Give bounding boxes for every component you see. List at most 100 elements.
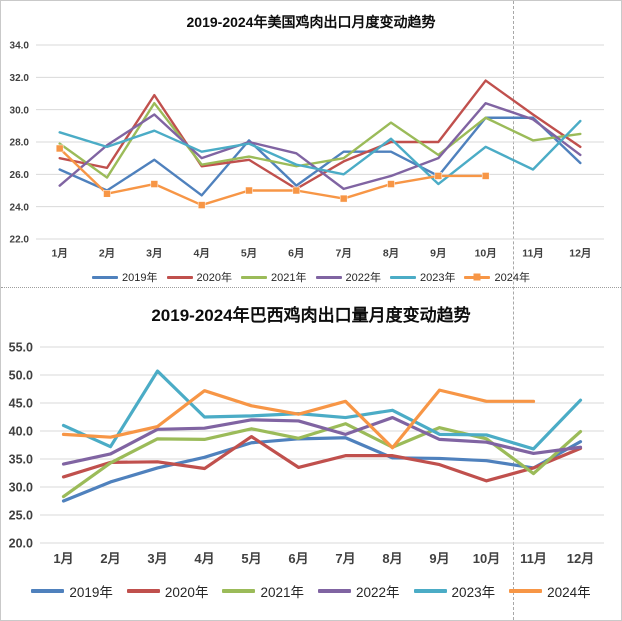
y-tick-label: 26.0 [10,170,30,181]
x-tick-label: 8月 [383,248,399,260]
legend-line-swatch [166,275,193,279]
legend-line-swatch [413,589,447,593]
legend-label: 2021年 [260,585,304,600]
legend-line-swatch [241,275,268,279]
x-tick-label: 6月 [288,248,304,260]
x-tick-label: 1月 [51,248,67,260]
x-tick-label: 12月 [569,248,591,260]
y-tick-label: 32.0 [10,73,30,84]
legend-item-2023年: 2023年 [389,269,456,285]
legend-line-swatch [389,275,416,279]
y-tick-label: 34.0 [10,41,30,52]
legend-item-2022年: 2022年 [315,269,381,285]
y-tick-label: 55.0 [9,341,33,355]
legend-item-2019年: 2019年 [92,269,158,285]
y-tick-label: 25.0 [9,509,33,523]
series-marker-2024年 [103,189,111,198]
x-tick-label: 7月 [335,551,355,566]
series-marker-2024年 [481,172,490,180]
x-tick-label: 11月 [522,248,544,260]
y-tick-label: 30.0 [9,481,33,495]
x-tick-label: 9月 [430,248,446,260]
y-tick-label: 24.0 [10,202,30,213]
x-tick-label: 3月 [147,551,167,566]
us-chart-title: 2019-2024年美国鸡肉出口月度变动趋势 [186,14,436,30]
legend-label: 2024年 [547,585,591,600]
legend-item-2022年: 2022年 [318,581,400,601]
legend-label: 2022年 [356,585,400,600]
x-tick-label: 11月 [520,551,547,566]
x-tick-label: 2月 [100,551,120,566]
legend-item-2020年: 2020年 [126,581,208,601]
series-line-2023年 [58,119,582,186]
legend-line-swatch [126,589,160,593]
series-marker-2024年 [339,194,348,203]
series-line-2024年 [61,388,536,450]
x-tick-label: 10月 [475,248,497,260]
y-tick-label: 45.0 [9,397,33,411]
y-tick-label: 22.0 [10,235,30,246]
legend-line-swatch [92,275,119,279]
series-line-2022年 [58,101,582,191]
series-marker-2024年 [197,201,206,209]
legend-line-swatch [318,589,351,593]
us-chart-plot-area: 34.0 32.0 30.0 28.0 26.0 24.0 22.0 1月 2月 3月 4月 5月 6月… [10,41,604,260]
series-line-2019年 [61,436,583,503]
brazil-chart-legend: 2019年 2020年 2021年 2022年 2023年 2024年 [5,581,617,601]
x-tick-label: 10月 [473,551,500,566]
us-chicken-export-chart-panel: 2019-2024年美国鸡肉出口月度变动趋势 34.0 32.0 30.0 28.0 2… [5,3,617,287]
x-tick-label: 4月 [194,551,214,566]
x-tick-label: 9月 [429,551,449,566]
series-line-2023年 [61,369,583,451]
legend-line-swatch [315,275,342,279]
x-tick-label: 12月 [567,551,594,566]
x-tick-label: 3月 [146,248,162,260]
legend-item-2023年: 2023年 [413,581,496,601]
legend-line-swatch [509,589,543,593]
series-marker-2024年 [387,180,395,188]
legend-line-swatch [31,589,65,593]
y-tick-label: 30.0 [10,105,30,116]
legend-square-marker-icon [473,273,481,281]
legend-label: 2019年 [69,585,113,600]
y-tick-label: 35.0 [9,453,33,467]
legend-label: 2020年 [196,272,233,284]
page-break-vertical-line [513,1,514,620]
legend-item-2024年: 2024年 [509,581,591,601]
legend-item-2019年: 2019年 [31,581,113,601]
legend-label: 2024年 [494,272,530,284]
x-tick-label: 1月 [53,551,73,566]
legend-line-swatch [222,589,256,593]
legend-label: 2021年 [271,272,307,284]
legend-label: 2019年 [122,272,158,284]
legend-item-2021年: 2021年 [241,269,307,285]
x-tick-label: 6月 [288,551,308,566]
legend-label: 2023年 [451,585,496,600]
y-tick-label: 40.0 [9,425,33,439]
series-marker-2024年 [292,186,301,195]
series-marker-2024年 [150,180,159,188]
y-tick-label: 20.0 [9,537,33,551]
brazil-chart-title: 2019-2024年巴西鸡肉出口量月度变动趋势 [151,306,471,325]
x-tick-label: 5月 [241,551,261,566]
legend-item-2024年: 2024年 [464,269,530,285]
us-chart-legend: 2019年 2020年 2021年 2022年 2023年 2024年 [5,269,617,285]
series-line-2024年 [58,147,487,207]
x-tick-label: 2月 [99,248,115,260]
legend-label: 2023年 [419,272,456,284]
series-marker-2024年 [55,144,64,153]
brazil-chicken-export-chart-panel: 2019-2024年巴西鸡肉出口量月度变动趋势 55.0 50.0 45.0 40.0… [5,291,617,618]
page-break-horizontal-line [1,287,621,288]
y-tick-label: 28.0 [10,138,30,149]
series-marker-2024年 [434,172,443,180]
x-tick-label: 5月 [241,248,257,260]
legend-label: 2022年 [345,272,381,284]
series-line-2020年 [61,434,583,483]
series-line-2021年 [58,101,582,179]
legend-item-2020年: 2020年 [166,269,233,285]
x-tick-label: 7月 [335,248,351,260]
y-tick-label: 50.0 [9,369,33,383]
series-marker-2024年 [245,186,253,195]
legend-line-swatch [464,273,491,281]
